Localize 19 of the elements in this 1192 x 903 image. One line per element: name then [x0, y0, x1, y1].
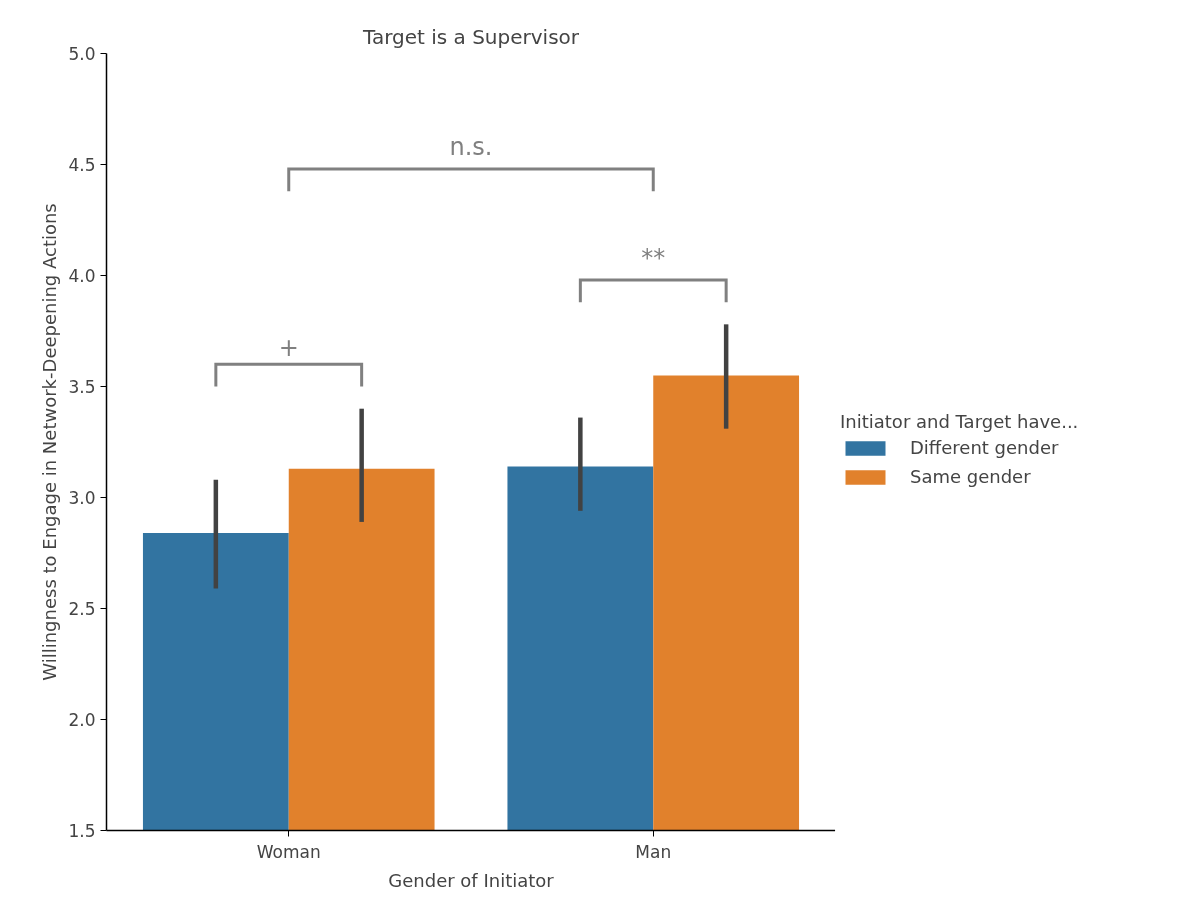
x-axis-title: Gender of Initiator — [388, 869, 555, 891]
annotation: ** — [641, 243, 666, 272]
annotation: + — [278, 334, 299, 363]
legend-label: Same gender — [910, 466, 1031, 487]
y-tick-label: 5.0 — [68, 44, 96, 64]
y-tick-label: 3.5 — [68, 377, 96, 397]
y-tick-label: 1.5 — [68, 821, 96, 841]
x-tick-label: Woman — [256, 841, 321, 862]
y-tick-label: 2.0 — [68, 710, 96, 730]
x-tick-label: Man — [635, 841, 672, 862]
y-tick-label: 4.0 — [68, 266, 96, 286]
y-axis-title: Willingness to Engage in Network-Deepening Actions — [39, 203, 61, 681]
legend-title: Initiator and Target have... — [840, 411, 1079, 432]
annotation: n.s. — [449, 132, 493, 161]
chart-title: Target is a Supervisor — [361, 24, 580, 49]
y-tick-label: 4.5 — [68, 155, 96, 175]
y-tick-label: 3.0 — [68, 488, 96, 508]
y-tick-label: 2.5 — [68, 599, 96, 619]
legend-label: Different gender — [910, 437, 1059, 458]
